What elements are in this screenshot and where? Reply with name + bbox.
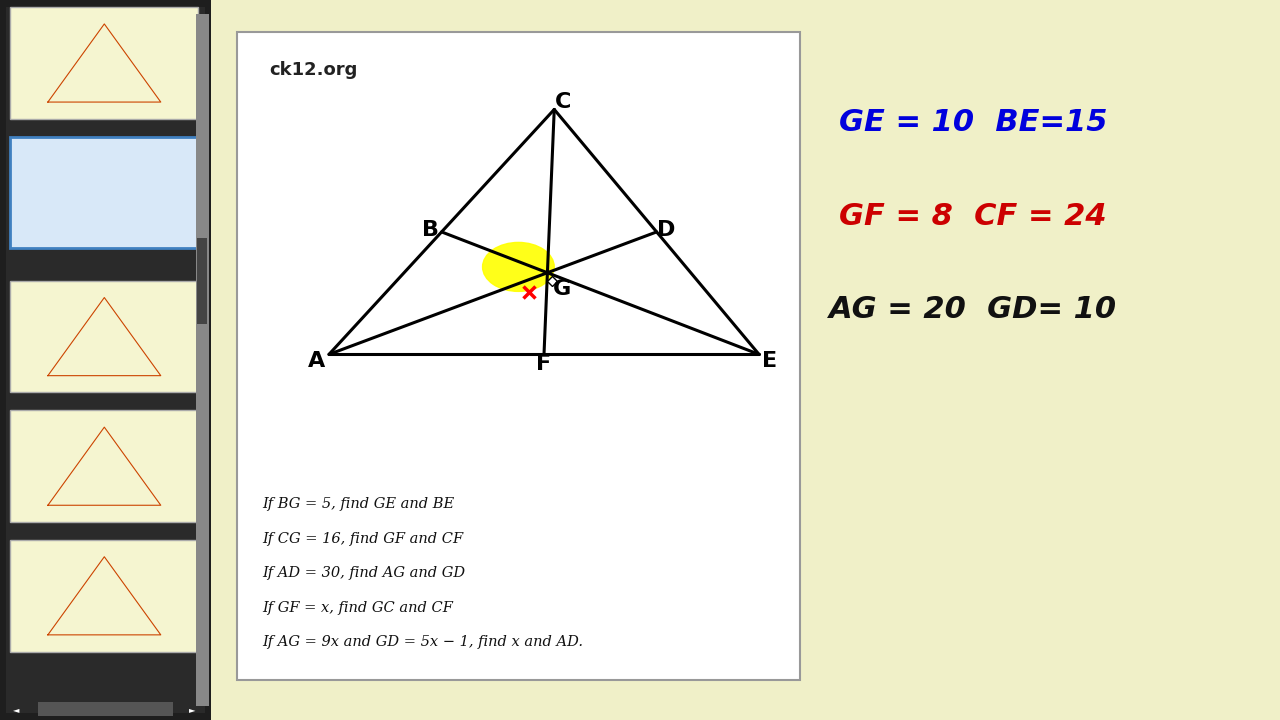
Ellipse shape <box>483 243 554 292</box>
Text: G: G <box>553 279 572 299</box>
Bar <box>10 410 198 522</box>
Text: ►: ► <box>188 705 196 714</box>
Text: F: F <box>536 354 552 374</box>
Bar <box>0 0 211 720</box>
Text: B: B <box>422 220 439 240</box>
Text: If GF = x, find GC and CF: If GF = x, find GC and CF <box>262 600 453 615</box>
Bar <box>237 32 800 680</box>
Bar <box>10 281 198 392</box>
Text: AG = 20  GD= 10: AG = 20 GD= 10 <box>828 295 1117 324</box>
Text: A: A <box>308 351 325 372</box>
Text: GE = 10  BE=15: GE = 10 BE=15 <box>838 108 1107 137</box>
Bar <box>196 14 209 706</box>
Text: D: D <box>657 220 675 240</box>
Text: If AG = 9x and GD = 5x − 1, find x and AD.: If AG = 9x and GD = 5x − 1, find x and A… <box>262 635 584 649</box>
Bar <box>6 7 205 713</box>
Text: GF = 8  CF = 24: GF = 8 CF = 24 <box>838 202 1107 230</box>
Text: ◄: ◄ <box>13 705 19 714</box>
Text: If BG = 5, find GE and BE: If BG = 5, find GE and BE <box>262 497 454 511</box>
Bar <box>197 238 207 324</box>
Text: C: C <box>556 92 572 112</box>
Bar <box>10 7 198 119</box>
Text: If AD = 30, find AG and GD: If AD = 30, find AG and GD <box>262 566 466 580</box>
Text: ck12.org: ck12.org <box>269 61 357 79</box>
Bar <box>10 137 198 248</box>
Bar <box>38 702 173 716</box>
Text: E: E <box>762 351 777 372</box>
Bar <box>10 540 198 652</box>
Text: If CG = 16, find GF and CF: If CG = 16, find GF and CF <box>262 531 463 546</box>
